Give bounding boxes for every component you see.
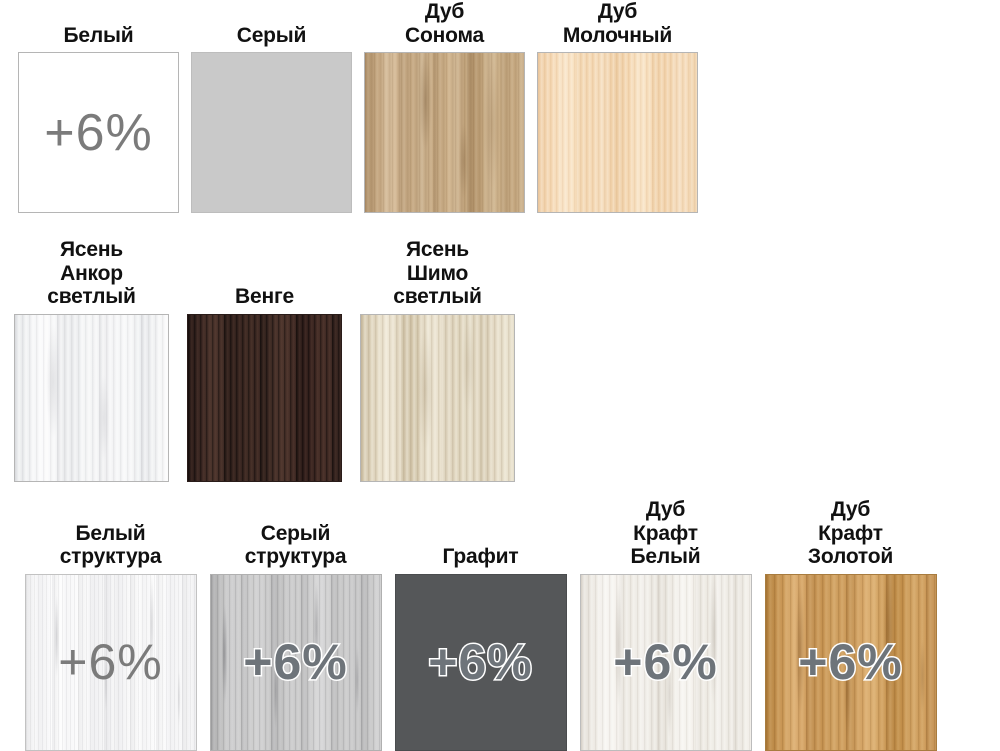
surcharge-badge-dub-kraft-zolotoy: +6% (797, 633, 903, 692)
swatch-label-dub-sonoma: Дуб Сонома (405, 0, 484, 47)
swatch-dub-kraft-zolotoy[interactable]: +6% (764, 573, 937, 751)
swatch-label-seryy-struktura: Серый структура (244, 521, 347, 569)
swatch-cell-seryy-struktura[interactable]: Серый структура +6% (203, 498, 388, 751)
swatch-cell-dub-sonoma[interactable]: Дуб Сонома (358, 0, 531, 214)
swatch-label-belyy-struktura: Белый структура (59, 521, 162, 569)
swatch-seryy-struktura[interactable]: +6% (209, 573, 382, 751)
color-row-2: Ясень Анкор светлый Венге Ясень Шимо све… (5, 238, 524, 482)
swatch-seryy[interactable] (191, 52, 352, 214)
surcharge-badge-belyy: +6% (44, 103, 153, 162)
swatch-label-dub-kraft-belyy: Дуб Крафт Белый (630, 498, 701, 569)
swatch-cell-dub-molochnyy[interactable]: Дуб Молочный (531, 0, 704, 214)
surcharge-badge-belyy-struktura: +6% (58, 634, 163, 691)
surcharge-badge-dub-kraft-belyy: +6% (612, 633, 718, 692)
swatch-dub-molochnyy[interactable] (537, 52, 698, 214)
swatch-cell-dub-kraft-zolotoy[interactable]: Дуб Крафт Золотой +6% (758, 498, 943, 751)
swatch-cell-seryy[interactable]: Серый (185, 0, 358, 214)
swatch-dub-kraft-belyy[interactable]: +6% (579, 573, 752, 751)
surcharge-badge-seryy-struktura: +6% (242, 633, 348, 692)
swatch-label-seryy: Серый (236, 23, 307, 47)
swatch-belyy[interactable]: +6% (18, 52, 179, 214)
swatch-belyy-struktura[interactable]: +6% (24, 573, 197, 751)
color-row-3: Белый структура +6% Серый структура +6% … (18, 498, 943, 751)
swatch-label-dub-molochnyy: Дуб Молочный (562, 0, 673, 47)
color-row-1: Белый +6% Серый Дуб Сонома Дуб Молочный (12, 0, 704, 214)
swatch-label-dub-kraft-zolotoy: Дуб Крафт Золотой (807, 498, 894, 569)
swatch-cell-grafit[interactable]: Графит +6% (388, 498, 573, 751)
swatch-cell-venge[interactable]: Венге (178, 238, 351, 482)
swatch-dub-sonoma[interactable] (364, 52, 525, 214)
swatch-grafit[interactable]: +6% (394, 573, 567, 751)
swatch-label-yasen-shimo-svetlyy: Ясень Шимо светлый (393, 238, 482, 309)
swatch-cell-yasen-shimo-svetlyy[interactable]: Ясень Шимо светлый (351, 238, 524, 482)
swatch-yasen-ankor-svetlyy[interactable] (14, 313, 169, 482)
swatch-yasen-shimo-svetlyy[interactable] (360, 313, 515, 482)
swatch-cell-yasen-ankor-svetlyy[interactable]: Ясень Анкор светлый (5, 238, 178, 482)
swatch-label-yasen-ankor-svetlyy: Ясень Анкор светлый (47, 238, 136, 309)
surcharge-badge-grafit: +6% (427, 633, 533, 692)
swatch-venge[interactable] (187, 313, 342, 482)
swatch-cell-belyy-struktura[interactable]: Белый структура +6% (18, 498, 203, 751)
swatch-cell-dub-kraft-belyy[interactable]: Дуб Крафт Белый +6% (573, 498, 758, 751)
swatch-label-grafit: Графит (442, 545, 519, 569)
swatch-label-venge: Венге (235, 285, 294, 309)
swatch-cell-belyy[interactable]: Белый +6% (12, 0, 185, 214)
swatch-label-belyy: Белый (63, 23, 134, 47)
